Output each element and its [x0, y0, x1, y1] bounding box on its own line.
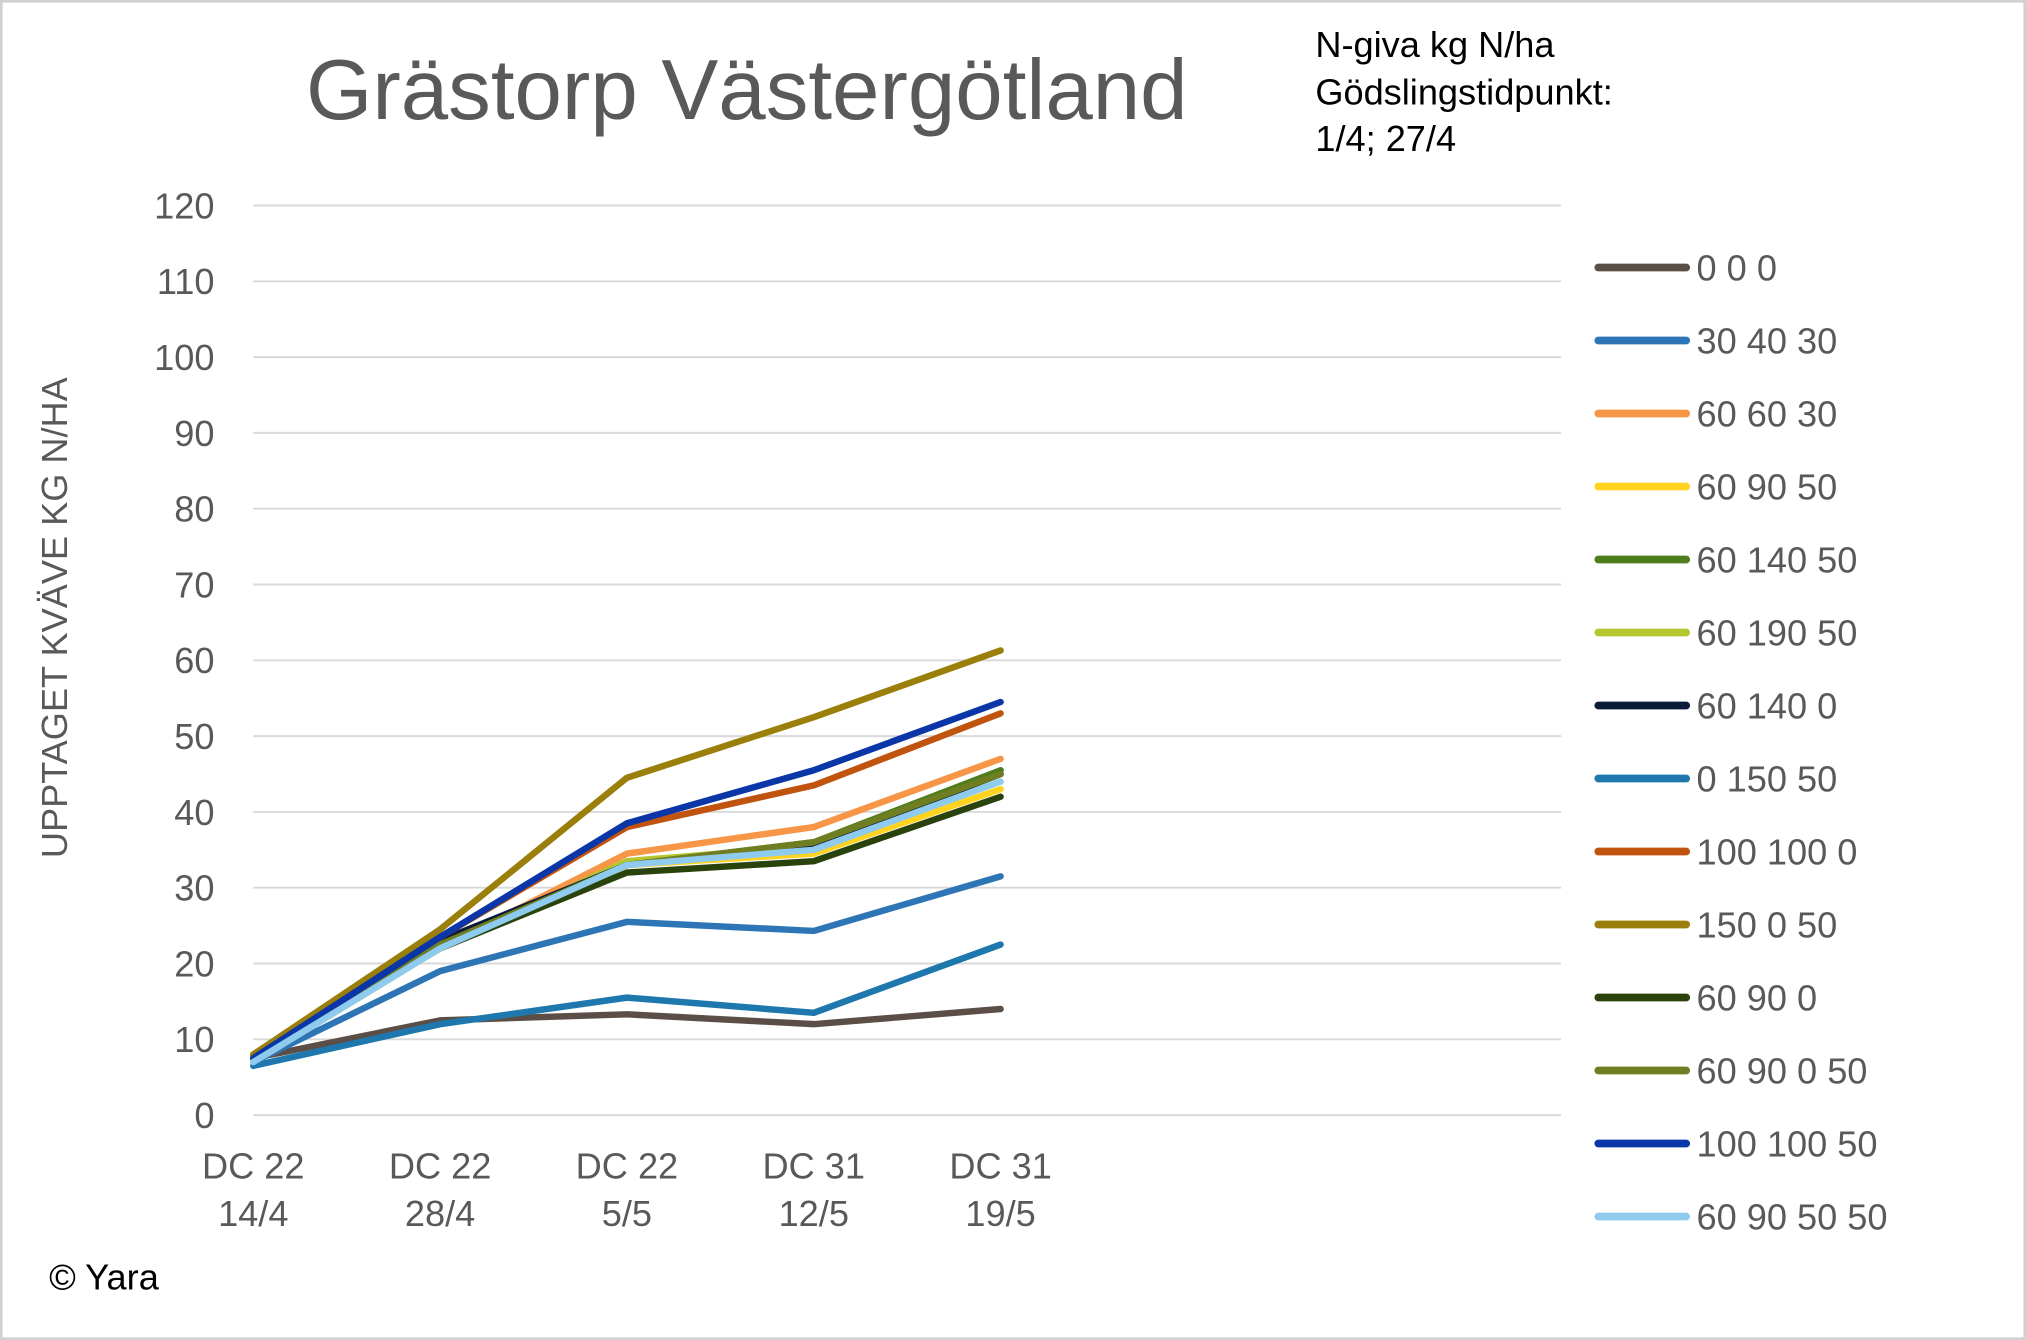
chart-title: Grästorp Västergötland: [306, 43, 1188, 138]
legend-label: 100 100 50: [1697, 1123, 1878, 1164]
legend-label: 60 90 0 50: [1697, 1050, 1868, 1091]
series-line: [250, 873, 1004, 1066]
legend-label: 30 40 30: [1697, 320, 1838, 361]
y-axis-label: UPPTAGET KVÄVE KG N/HA: [34, 376, 75, 858]
annotation: Gödslingstidpunkt:: [1315, 72, 1612, 113]
legend-label: 60 140 50: [1697, 539, 1858, 580]
y-tick-label: 80: [174, 489, 214, 530]
y-tick-label: 0: [194, 1095, 214, 1136]
x-tick-label: 5/5: [602, 1193, 652, 1234]
y-tick-label: 30: [174, 868, 214, 909]
y-tick-label: 120: [154, 185, 214, 226]
x-tick-label: 14/4: [218, 1193, 288, 1234]
x-tick-label: 12/5: [779, 1193, 849, 1234]
annotation: N-giva kg N/ha: [1315, 24, 1555, 65]
legend-label: 100 100 0: [1697, 831, 1858, 872]
x-tick-label: DC 31: [763, 1145, 865, 1186]
x-tick-label: DC 31: [949, 1145, 1051, 1186]
series-line: [250, 1005, 1004, 1062]
legend-label: 150 0 50: [1697, 904, 1838, 945]
y-tick-label: 50: [174, 716, 214, 757]
x-tick-label: DC 22: [576, 1145, 678, 1186]
y-tick-label: 100: [154, 337, 214, 378]
legend-label: 60 90 50: [1697, 466, 1838, 507]
series-line: [250, 647, 1004, 1058]
y-tick-label: 70: [174, 564, 214, 605]
annotation: 1/4; 27/4: [1315, 118, 1456, 159]
y-tick-label: 60: [174, 640, 214, 681]
legend-label: 60 90 0: [1697, 977, 1818, 1018]
legend-label: 0 0 0: [1697, 247, 1777, 288]
legend-label: 0 150 50: [1697, 758, 1838, 799]
y-tick-label: 90: [174, 413, 214, 454]
legend-label: 60 190 50: [1697, 612, 1858, 653]
x-tick-label: 28/4: [405, 1193, 475, 1234]
y-tick-label: 40: [174, 792, 214, 833]
y-tick-label: 10: [174, 1019, 214, 1060]
x-tick-label: 19/5: [965, 1193, 1035, 1234]
credit: © Yara: [49, 1257, 160, 1298]
legend-label: 60 60 30: [1697, 393, 1838, 434]
series-line: [250, 778, 1004, 1066]
y-tick-label: 20: [174, 943, 214, 984]
legend-label: 60 140 0: [1697, 685, 1838, 726]
series-line: [250, 941, 1004, 1070]
x-tick-label: DC 22: [202, 1145, 304, 1186]
series-line: [250, 698, 1004, 1062]
legend-label: 60 90 50 50: [1697, 1196, 1888, 1237]
x-tick-label: DC 22: [389, 1145, 491, 1186]
y-tick-label: 110: [157, 261, 215, 302]
